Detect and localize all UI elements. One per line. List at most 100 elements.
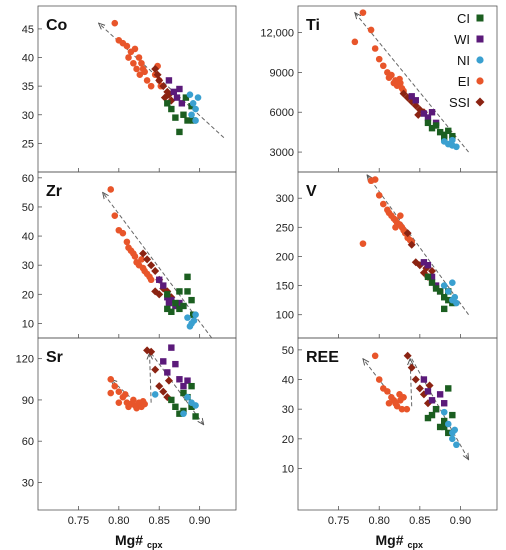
- y-tick-label: 40: [22, 231, 34, 243]
- trend-arrow: [103, 192, 213, 339]
- point-ci: [424, 273, 432, 281]
- point-ni: [453, 299, 460, 307]
- point-ssi: [155, 76, 164, 85]
- panel-title: V: [306, 183, 317, 200]
- panel-sr: 30 60 90 120 Sr: [16, 337, 237, 511]
- y-tick-label: 40: [22, 53, 34, 65]
- point-ci: [164, 100, 171, 107]
- point-ei: [107, 186, 115, 193]
- point-ci: [164, 291, 171, 298]
- point-ci: [176, 288, 183, 295]
- legend-marker-ei: [476, 77, 484, 85]
- y-tick-label: 300: [276, 193, 294, 205]
- point-ci: [176, 305, 183, 313]
- point-ci: [172, 299, 179, 307]
- point-ci: [441, 131, 448, 139]
- point-ssi: [143, 255, 152, 264]
- point-ei: [138, 59, 145, 67]
- point-ci: [449, 132, 456, 140]
- legend-label-ei: EI: [458, 74, 470, 89]
- point-ei: [385, 399, 393, 407]
- point-wi: [424, 388, 432, 395]
- point-wi: [160, 358, 167, 365]
- point-ssi: [415, 384, 424, 393]
- trend-arrow: [355, 13, 469, 153]
- point-ni: [449, 279, 456, 286]
- legend-label-ci: CI: [457, 11, 470, 26]
- point-wi: [420, 259, 428, 266]
- point-ei: [375, 191, 383, 199]
- point-ssi: [164, 376, 173, 385]
- point-ei: [384, 388, 391, 395]
- y-tick-label: 250: [276, 222, 294, 234]
- point-ci: [180, 302, 187, 310]
- point-wi: [173, 94, 181, 101]
- x-axis-label-subscript: cpx: [147, 540, 163, 550]
- point-ei: [107, 389, 115, 397]
- legend-marker-wi: [476, 35, 484, 43]
- panel-title: REE: [306, 349, 339, 366]
- point-ei: [115, 399, 123, 406]
- point-ni: [190, 317, 198, 324]
- legend-marker-ssi: [475, 97, 485, 107]
- point-ssi: [151, 365, 160, 374]
- point-ssi: [139, 249, 148, 258]
- point-ei: [133, 65, 140, 73]
- point-ci: [445, 385, 452, 392]
- y-tick-label: 35: [22, 81, 34, 93]
- point-ni: [444, 288, 452, 295]
- x-tick-label: 0.85: [409, 515, 430, 527]
- point-ei: [359, 240, 367, 247]
- point-wi: [184, 377, 191, 384]
- point-ssi: [159, 82, 168, 91]
- trend-arrow: [411, 358, 469, 460]
- point-ei: [398, 405, 406, 413]
- point-ci: [432, 405, 440, 413]
- point-ci: [188, 403, 195, 410]
- point-ssi: [428, 267, 437, 276]
- point-ni: [192, 402, 199, 409]
- legend-label-ssi: SSI: [449, 95, 470, 110]
- y-tick-label: 3000: [270, 147, 294, 159]
- point-ci: [188, 382, 195, 390]
- point-ei: [119, 229, 127, 237]
- y-tick-label: 120: [16, 354, 34, 366]
- point-ni: [194, 94, 202, 101]
- point-ci: [188, 296, 195, 304]
- point-ssi: [403, 351, 412, 360]
- point-ci: [182, 94, 190, 101]
- point-ei: [138, 256, 145, 263]
- point-ni: [451, 293, 459, 301]
- x-tick-label: 0.75: [328, 515, 349, 527]
- y-tick-label: 30: [282, 404, 294, 416]
- point-ei: [147, 276, 155, 284]
- point-ei: [111, 212, 119, 219]
- point-ssi: [407, 240, 416, 249]
- point-ei: [143, 77, 151, 84]
- y-tick-label: 30: [22, 477, 34, 489]
- point-ci: [428, 411, 436, 419]
- x-tick-label: 0.80: [108, 515, 129, 527]
- y-tick-label: 50: [282, 345, 294, 357]
- point-ni: [184, 393, 191, 401]
- point-wi: [164, 369, 171, 376]
- point-wi: [165, 299, 173, 307]
- point-wi: [424, 261, 432, 269]
- y-tick-label: 60: [22, 436, 34, 448]
- panel-title: Co: [46, 17, 68, 34]
- point-ssi: [151, 64, 160, 73]
- point-ni: [440, 408, 448, 416]
- point-ei: [397, 396, 404, 404]
- point-ci: [184, 117, 191, 124]
- point-ni: [449, 136, 456, 144]
- point-ei: [359, 9, 367, 16]
- point-ci: [184, 273, 191, 281]
- legend: CI WI NI EI SSI: [449, 11, 485, 110]
- panel-title: Ti: [306, 17, 320, 34]
- point-wi: [436, 391, 444, 398]
- point-ci: [184, 288, 191, 295]
- point-wi: [180, 382, 187, 390]
- point-ei: [375, 376, 383, 383]
- point-ci: [432, 285, 440, 292]
- point-ci: [180, 389, 187, 397]
